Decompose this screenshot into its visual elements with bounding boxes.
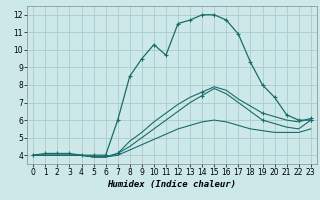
X-axis label: Humidex (Indice chaleur): Humidex (Indice chaleur) [108, 180, 236, 189]
